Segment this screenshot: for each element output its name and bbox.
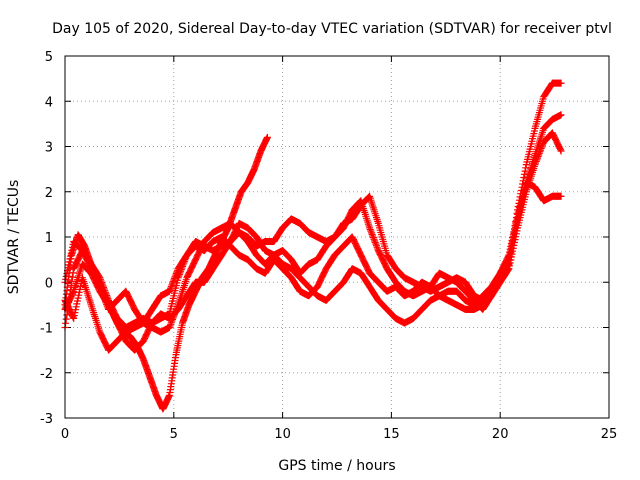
x-tick-label: 0 xyxy=(61,427,69,442)
y-tick-label: 0 xyxy=(45,276,53,291)
data-point xyxy=(366,224,374,232)
axis-ticks: 0 5 10 15 20 25 -3 -2 -1 0 1 2 3 4 5 xyxy=(40,50,617,442)
data-point xyxy=(557,111,565,119)
data-point xyxy=(103,301,111,309)
y-tick-label: 4 xyxy=(45,95,53,110)
data-point xyxy=(509,237,517,245)
y-tick-label: 2 xyxy=(45,186,53,201)
x-tick-label: 5 xyxy=(170,427,178,442)
data-point xyxy=(534,153,542,160)
data-point xyxy=(506,252,514,260)
data-point xyxy=(369,232,377,240)
x-tick-label: 15 xyxy=(383,427,400,442)
data-point xyxy=(168,317,176,325)
data-point xyxy=(168,281,176,289)
data-point xyxy=(100,294,108,302)
y-tick-label: 1 xyxy=(45,231,53,246)
data-point xyxy=(520,174,528,181)
data-point xyxy=(62,315,70,323)
data-point xyxy=(520,170,528,178)
data-point xyxy=(96,284,104,292)
data-point xyxy=(521,167,529,175)
data-point xyxy=(509,233,517,241)
data-point xyxy=(174,303,181,310)
x-axis-label: GPS time / hours xyxy=(278,458,395,474)
y-tick-label: -2 xyxy=(40,367,53,382)
data-point xyxy=(514,206,522,214)
data-point xyxy=(102,299,110,307)
data-marks xyxy=(61,79,565,413)
data-point xyxy=(532,157,540,165)
data-point xyxy=(532,159,540,167)
chart-title: Day 105 of 2020, Sidereal Day-to-day VTE… xyxy=(52,21,612,37)
data-point xyxy=(371,239,379,246)
x-tick-label: 10 xyxy=(274,427,291,442)
x-tick-label: 25 xyxy=(601,427,618,442)
data-point xyxy=(77,283,84,290)
data-point xyxy=(68,246,76,254)
data-point xyxy=(171,309,179,317)
data-point xyxy=(165,287,173,295)
data-point xyxy=(557,79,565,87)
y-axis-label: SDTVAR / TECUs xyxy=(6,180,22,295)
data-point xyxy=(100,293,107,300)
data-point xyxy=(516,193,524,201)
y-tick-label: -3 xyxy=(40,412,53,427)
data-point xyxy=(537,146,545,154)
data-point xyxy=(517,187,525,194)
y-tick-label: -1 xyxy=(40,322,53,337)
data-point xyxy=(514,203,522,211)
data-point xyxy=(512,218,520,225)
data-point xyxy=(557,192,565,200)
data-point xyxy=(165,324,173,331)
plot-frame xyxy=(64,55,610,419)
series-track-5 xyxy=(61,79,565,336)
data-point xyxy=(537,144,545,152)
data-point xyxy=(263,133,271,141)
data-point xyxy=(535,151,543,159)
data-point xyxy=(171,273,179,281)
x-tick-label: 20 xyxy=(492,427,509,442)
y-tick-label: 5 xyxy=(45,50,53,65)
data-point xyxy=(98,288,106,296)
data-point xyxy=(511,221,519,229)
data-point xyxy=(519,180,527,188)
data-point xyxy=(557,147,565,155)
y-tick-label: 3 xyxy=(45,141,53,156)
